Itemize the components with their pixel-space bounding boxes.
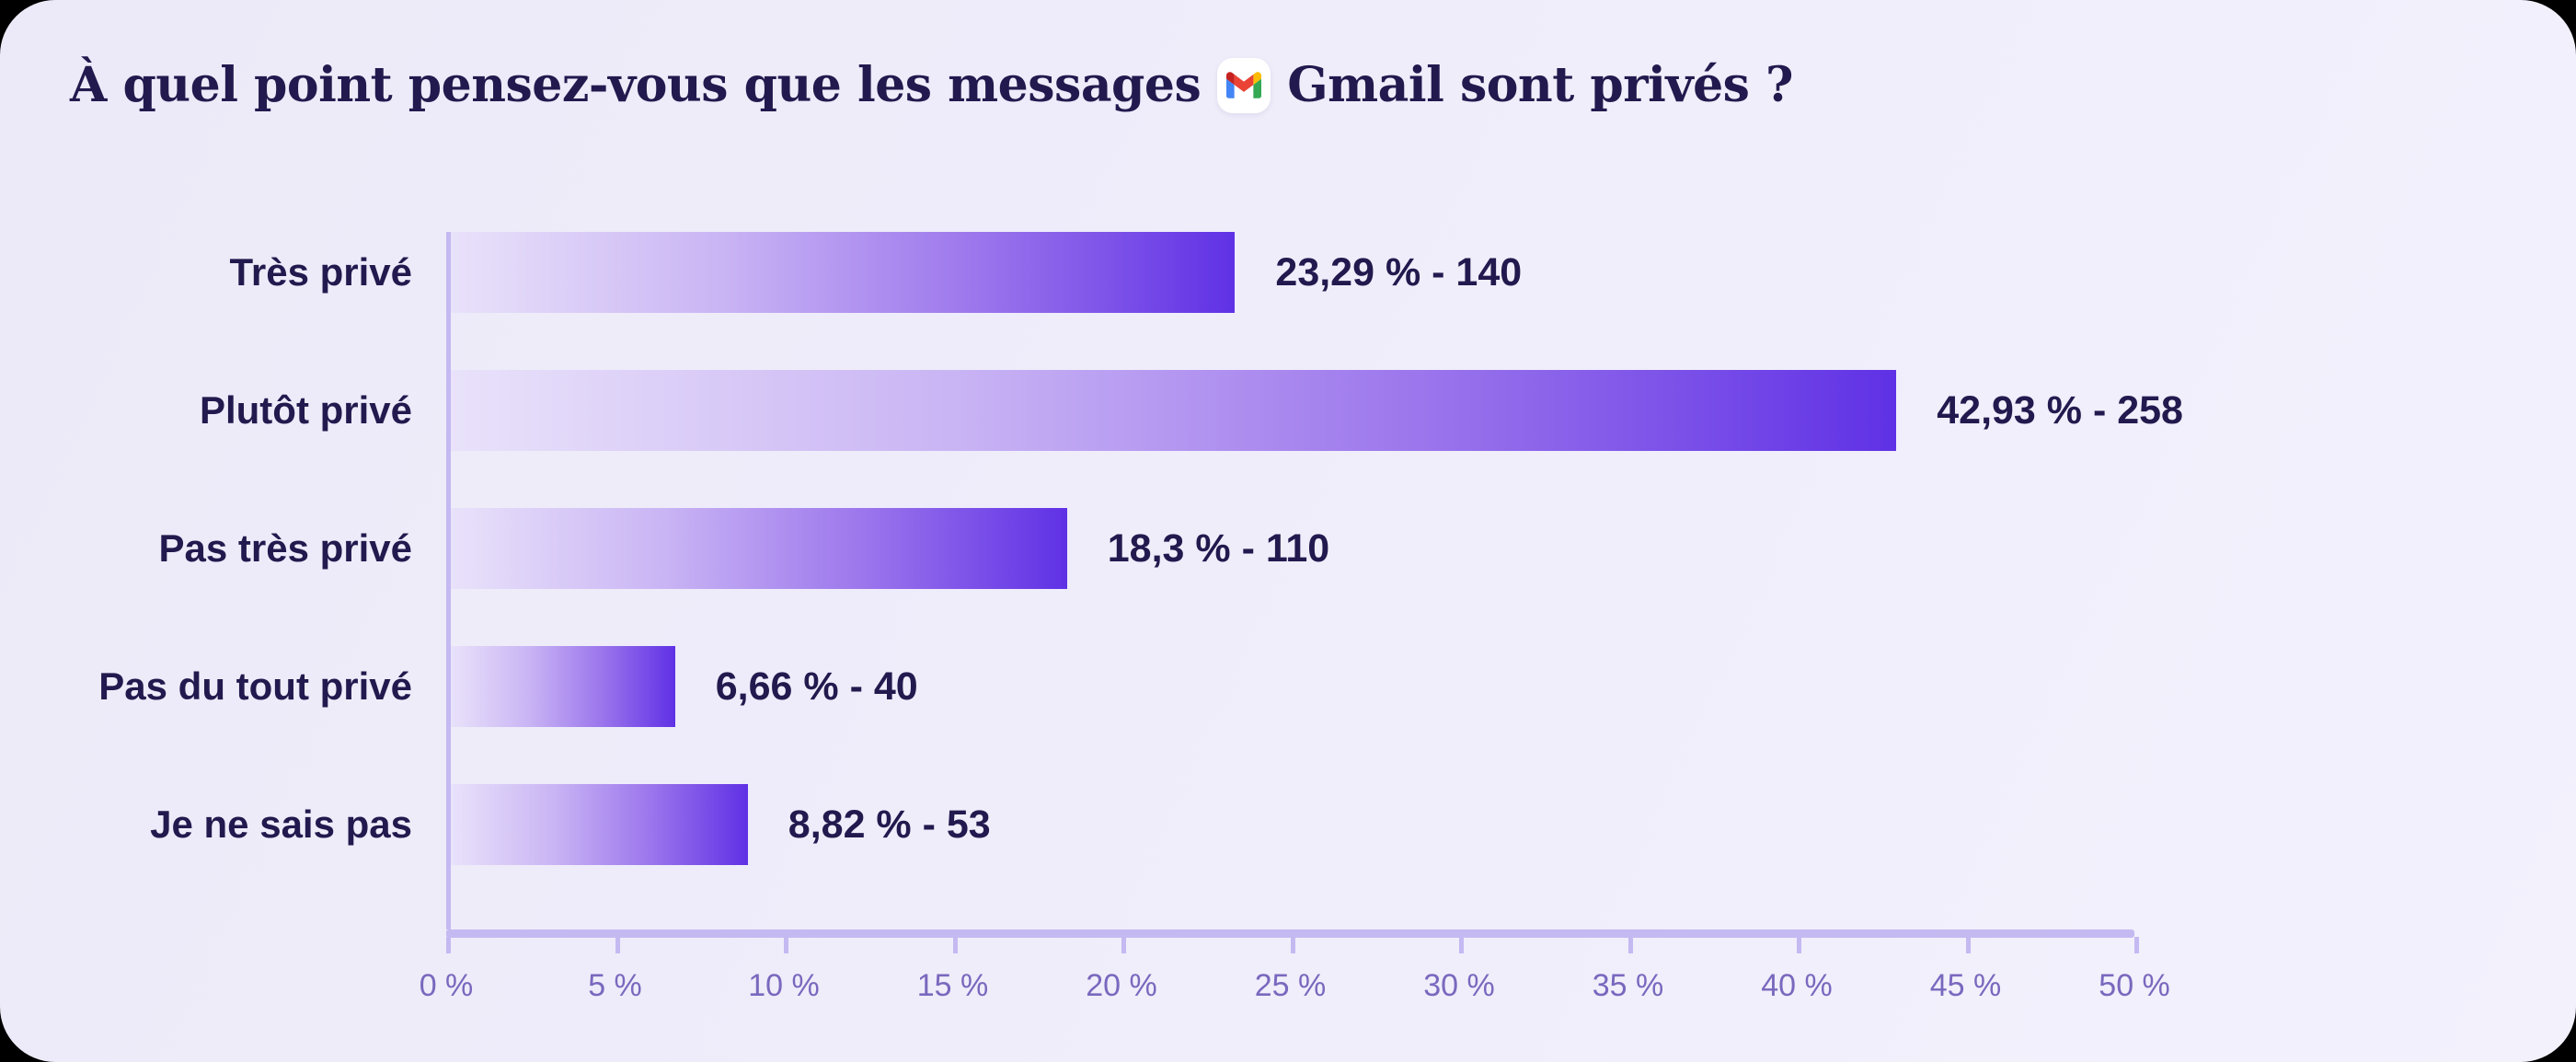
bar-track: 23,29 % - 140	[446, 203, 2134, 341]
bar-track: 8,82 % - 53	[446, 756, 2134, 894]
bar	[451, 232, 1236, 313]
category-label: Très privé	[229, 250, 412, 294]
y-axis-line	[446, 232, 451, 929]
page-title: À quel point pensez-vous que les message…	[70, 57, 1794, 113]
bar-track: 6,66 % - 40	[446, 618, 2134, 756]
tick-mark	[2134, 937, 2140, 953]
bar-track: 42,93 % - 258	[446, 341, 2183, 479]
gmail-icon	[1226, 72, 1262, 98]
bar	[451, 508, 1067, 589]
category-label: Pas très privé	[158, 526, 412, 570]
tick-label: 10 %	[748, 968, 820, 1003]
tick-label: 5 %	[588, 968, 642, 1003]
tick-mark	[1290, 937, 1295, 953]
chart-rows: Très privé 23,29 % - 140 Plutôt privé 42,93…	[85, 203, 2495, 929]
bar-chart: Très privé 23,29 % - 140 Plutôt privé 42,93…	[85, 203, 2495, 1031]
value-label: 8,82 % - 53	[788, 802, 991, 847]
gmail-badge	[1217, 57, 1271, 113]
tick-mark	[1459, 937, 1465, 953]
value-label: 42,93 % - 258	[1937, 387, 2183, 433]
tick-mark	[784, 937, 788, 953]
tick-label: 25 %	[1254, 968, 1327, 1003]
chart-row: Pas très privé 18,3 % - 110	[85, 479, 2495, 618]
tick-label: 40 %	[1761, 968, 1833, 1003]
x-axis: 0 % 5 % 10 % 15 % 20 % 25 % 30 % 35 % 40 % 45 % 50…	[420, 929, 2170, 1031]
tick-mark	[615, 937, 620, 953]
chart-row: Très privé 23,29 % - 140	[85, 203, 2495, 341]
tick-mark	[1965, 937, 1971, 953]
tick-mark	[446, 937, 451, 953]
value-label: 18,3 % - 110	[1107, 525, 1330, 571]
tick-mark	[952, 937, 958, 953]
bar	[451, 370, 1897, 451]
chart-row: Pas du tout privé 6,66 % - 40	[85, 618, 2495, 756]
tick-label: 45 %	[1929, 968, 2002, 1003]
bar	[451, 784, 748, 865]
x-axis-baseline	[446, 929, 2134, 938]
tick-mark	[1797, 937, 1802, 953]
bar	[451, 646, 675, 727]
chart-row: Je ne sais pas 8,82 % - 53	[85, 756, 2495, 894]
value-label: 6,66 % - 40	[715, 664, 918, 709]
tick-label: 50 %	[2099, 968, 2170, 1003]
value-label: 23,29 % - 140	[1275, 249, 1523, 294]
tick-label: 20 %	[1086, 968, 1157, 1003]
tick-label: 0 %	[419, 968, 474, 1003]
tick-label: 35 %	[1592, 968, 1664, 1003]
bar-track: 18,3 % - 110	[446, 479, 2134, 618]
category-label: Plutôt privé	[199, 388, 412, 432]
category-label: Pas du tout privé	[98, 664, 412, 708]
title-text-before: À quel point pensez-vous que les message…	[70, 57, 1202, 113]
tick-mark	[1627, 937, 1633, 953]
title-text-after: Gmail sont privés ?	[1287, 57, 1794, 113]
tick-mark	[1121, 937, 1126, 953]
tick-label: 30 %	[1423, 968, 1495, 1003]
category-label: Je ne sais pas	[150, 802, 412, 846]
chart-row: Plutôt privé 42,93 % - 258	[85, 341, 2495, 479]
tick-label: 15 %	[916, 968, 989, 1003]
